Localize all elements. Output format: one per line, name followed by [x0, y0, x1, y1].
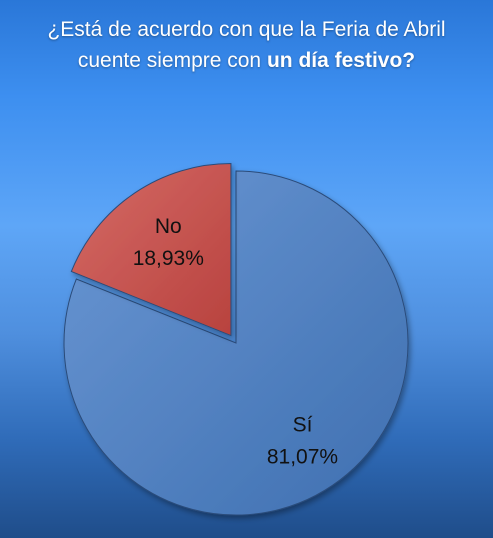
pie-slice-no: [70, 163, 232, 337]
title-bold: un día festivo?: [266, 49, 416, 72]
slice-category-label: No: [155, 215, 182, 238]
pie-slice-si: [63, 170, 409, 516]
slice-value-label: 81,07%: [267, 445, 338, 468]
slice-value-label: 18,93%: [133, 247, 204, 270]
slice-category-label: Sí: [293, 413, 313, 436]
chart-title: ¿Está de acuerdo con que la Feria de Abr…: [0, 14, 493, 76]
title-line-1: ¿Está de acuerdo con que la Feria de Abr…: [47, 18, 446, 41]
title-line-2: cuente siempre con: [77, 49, 267, 72]
